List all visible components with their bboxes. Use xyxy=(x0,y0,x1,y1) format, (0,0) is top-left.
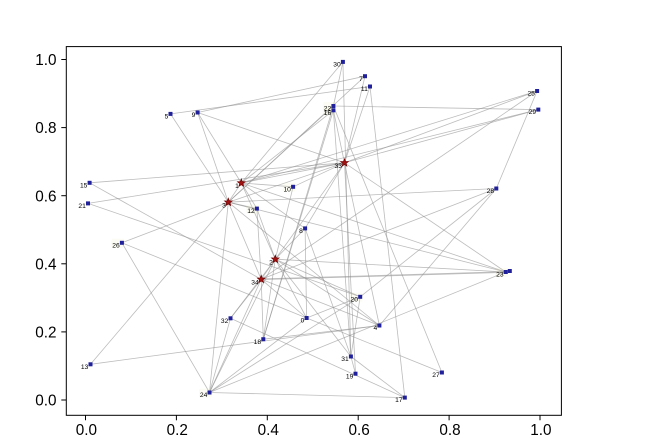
svg-text:30: 30 xyxy=(333,62,341,69)
svg-text:26: 26 xyxy=(112,242,120,249)
svg-text:25: 25 xyxy=(527,91,535,98)
svg-text:5: 5 xyxy=(165,114,169,121)
svg-text:29: 29 xyxy=(529,109,537,116)
svg-text:3: 3 xyxy=(222,202,226,209)
svg-text:17: 17 xyxy=(395,397,403,404)
svg-text:0.8: 0.8 xyxy=(35,120,56,137)
svg-text:15: 15 xyxy=(80,182,88,189)
svg-text:0.2: 0.2 xyxy=(167,422,188,439)
svg-text:8: 8 xyxy=(299,228,303,235)
svg-text:0.6: 0.6 xyxy=(35,188,56,205)
svg-text:32: 32 xyxy=(221,318,229,325)
svg-text:19: 19 xyxy=(346,373,354,380)
svg-text:12: 12 xyxy=(247,208,255,215)
svg-text:34: 34 xyxy=(251,280,259,287)
svg-text:1: 1 xyxy=(235,183,239,190)
svg-text:1.0: 1.0 xyxy=(530,422,551,439)
svg-text:33: 33 xyxy=(335,163,343,170)
svg-text:22: 22 xyxy=(324,106,332,113)
svg-text:16: 16 xyxy=(324,110,332,117)
svg-text:0.4: 0.4 xyxy=(35,256,57,273)
svg-text:9: 9 xyxy=(192,112,196,119)
svg-text:31: 31 xyxy=(341,356,349,363)
svg-text:20: 20 xyxy=(351,296,359,303)
svg-text:13: 13 xyxy=(81,364,89,371)
svg-text:1.0: 1.0 xyxy=(35,52,56,69)
svg-text:2: 2 xyxy=(269,259,273,266)
svg-text:0.4: 0.4 xyxy=(258,422,280,439)
svg-text:23: 23 xyxy=(496,272,504,279)
svg-text:11: 11 xyxy=(361,86,368,93)
svg-text:21: 21 xyxy=(78,203,86,210)
svg-text:0.8: 0.8 xyxy=(439,422,460,439)
svg-text:0.6: 0.6 xyxy=(348,422,369,439)
svg-text:0.2: 0.2 xyxy=(35,325,56,342)
svg-text:0.0: 0.0 xyxy=(76,422,97,439)
svg-text:10: 10 xyxy=(283,186,291,193)
svg-text:0.0: 0.0 xyxy=(35,393,56,410)
svg-text:7: 7 xyxy=(359,76,363,83)
svg-text:4: 4 xyxy=(373,325,377,332)
svg-text:18: 18 xyxy=(254,339,262,346)
svg-text:24: 24 xyxy=(200,392,208,399)
svg-text:0: 0 xyxy=(301,318,305,325)
svg-text:27: 27 xyxy=(432,372,440,379)
svg-text:28: 28 xyxy=(487,188,495,195)
